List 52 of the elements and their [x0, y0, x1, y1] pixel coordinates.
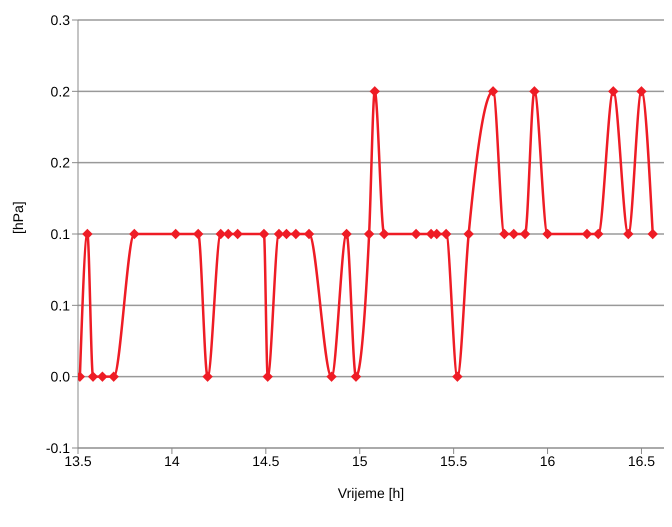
y-tick-label: 0.2: [50, 83, 70, 100]
point: [97, 372, 108, 382]
point: [464, 229, 474, 239]
x-tick-label: 14: [164, 452, 180, 469]
point: [608, 86, 618, 96]
point: [129, 229, 140, 239]
point: [542, 229, 553, 239]
point: [508, 229, 519, 239]
point: [342, 229, 352, 239]
point: [281, 229, 292, 239]
point: [223, 229, 234, 239]
x-tick-label: 16: [540, 452, 556, 469]
point: [648, 229, 658, 239]
point: [488, 86, 498, 96]
x-tick-label: 16.5: [628, 452, 656, 469]
point: [193, 229, 204, 239]
point: [441, 229, 452, 239]
point: [593, 229, 604, 239]
point: [364, 229, 374, 239]
x-tick-label: 15.5: [440, 452, 468, 469]
x-tick-label: 15: [352, 452, 368, 469]
y-axis-title: [hPa]: [10, 201, 26, 234]
point: [290, 229, 301, 239]
y-tick-label: 0.1: [50, 297, 70, 314]
point: [623, 229, 634, 239]
point: [529, 86, 540, 96]
x-axis-title: Vrijeme [h]: [338, 485, 404, 501]
point: [262, 372, 273, 382]
point: [520, 229, 530, 239]
point: [379, 229, 390, 239]
point: [370, 86, 380, 96]
y-tick-label: 0.2: [50, 154, 70, 171]
point: [88, 372, 98, 382]
point: [304, 229, 314, 239]
point: [108, 372, 119, 382]
x-tick-label: 14.5: [252, 452, 280, 469]
point: [636, 86, 646, 96]
point: [258, 229, 269, 239]
point: [499, 229, 510, 239]
point: [582, 229, 592, 239]
point: [170, 229, 181, 239]
point: [232, 229, 243, 239]
point: [326, 372, 337, 382]
point: [350, 372, 361, 382]
y-tick-label: 0.3: [50, 12, 70, 28]
point: [411, 229, 422, 239]
y-tick-label: 0.1: [50, 226, 70, 242]
point: [274, 229, 284, 239]
point: [202, 372, 213, 382]
point: [82, 229, 92, 239]
point: [452, 372, 462, 382]
y-tick-label: 0.0: [50, 368, 70, 385]
